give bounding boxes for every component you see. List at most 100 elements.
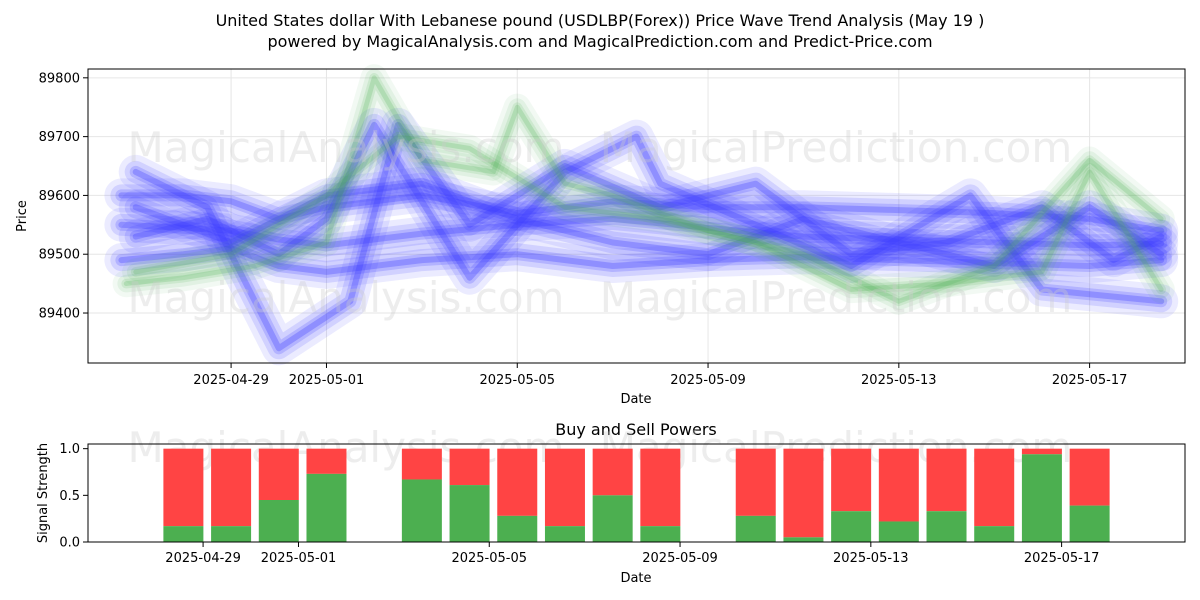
sell-bar [878, 448, 919, 522]
sell-bar [401, 448, 442, 480]
sell-bar [211, 448, 252, 527]
sell-bar [497, 448, 538, 516]
power-y-label: Signal Strength [36, 443, 51, 543]
wave-line-blue [132, 121, 1165, 305]
price-x-axis: 2025-04-29 2025-05-01 2025-05-05 2025-05-09… [193, 363, 1127, 388]
buy-bar [735, 515, 776, 542]
x-tick-label: 2025-05-01 [289, 373, 365, 388]
wave-line-blue [118, 192, 1165, 234]
x-tick-label: 2025-05-13 [861, 373, 937, 388]
sell-bar [831, 448, 872, 512]
wave-line-blue [104, 231, 1179, 289]
sell-bar [449, 448, 490, 486]
wave-line-blue [104, 201, 1179, 263]
power-y-axis: 0.0 0.5 1.0 [59, 442, 88, 551]
sell-bar [1021, 448, 1062, 455]
power-x-axis: 2025-04-29 2025-05-01 2025-05-05 2025-05-09… [165, 542, 1099, 566]
buy-bar [497, 515, 538, 542]
x-tick-label: 2025-05-05 [451, 551, 527, 566]
x-tick-label: 2025-04-29 [193, 373, 269, 388]
wave-line-blue [132, 180, 1165, 269]
y-tick-label: 89600 [39, 189, 80, 204]
wave-line-blue [118, 166, 1179, 283]
wave-line-blue [129, 177, 1168, 272]
y-tick-label: 89500 [39, 248, 80, 263]
wave-line-blue [118, 107, 1179, 319]
y-tick-label: 0.0 [59, 536, 80, 551]
x-tick-label: 2025-05-17 [1052, 373, 1128, 388]
wave-line-blue [115, 212, 1168, 252]
price-grid [88, 69, 1185, 363]
price-watermarks: MagicalAnalysis.com MagicalPrediction.co… [128, 123, 1073, 322]
sell-bar [1069, 448, 1110, 506]
x-tick-label: 2025-05-05 [479, 373, 555, 388]
sell-bar [640, 448, 681, 527]
sell-bar [783, 448, 824, 538]
watermark: MagicalAnalysis.com [128, 273, 565, 322]
buy-bar [878, 521, 919, 542]
y-tick-label: 89400 [39, 307, 80, 322]
x-tick-label: 2025-05-01 [261, 551, 337, 566]
wave-line-green [121, 73, 1166, 307]
buy-bar [163, 526, 204, 542]
buy-bar [926, 511, 967, 542]
x-tick-label: 2025-05-13 [833, 551, 909, 566]
figure-title: United States dollar With Lebanese pound… [216, 11, 985, 30]
wave-line-green [122, 123, 1175, 304]
wave-line-blue [115, 189, 1168, 237]
buy-bar [640, 526, 681, 542]
x-tick-label: 2025-05-17 [1024, 551, 1100, 566]
watermark: MagicalAnalysis.com [128, 123, 565, 172]
price-y-axis: 89400 89500 89600 89700 89800 [39, 71, 88, 322]
wave-line-blue [124, 113, 1173, 360]
power-title: Buy and Sell Powers [555, 420, 717, 439]
buy-bar [401, 479, 442, 542]
buy-bar [592, 495, 633, 542]
wave-line-blue [132, 121, 1165, 352]
buy-bar [544, 526, 585, 542]
power-panel: Buy and Sell Powers MagicalAnalysis.com … [36, 420, 1186, 586]
figure-subtitle: powered by MagicalAnalysis.com and Magic… [267, 32, 932, 51]
y-tick-label: 89800 [39, 71, 80, 86]
price-x-label: Date [620, 392, 651, 407]
wave-line-blue [110, 237, 1173, 283]
wave-line-blue [129, 118, 1168, 308]
buy-bar [974, 526, 1015, 542]
wave-line-blue [104, 178, 1179, 248]
buy-bar [1021, 454, 1062, 542]
price-panel: MagicalAnalysis.com MagicalPrediction.co… [15, 64, 1186, 407]
wave-line-blue [118, 245, 1165, 275]
y-tick-label: 0.5 [59, 489, 80, 504]
wave-line-blue [118, 107, 1179, 366]
buy-bar [211, 526, 252, 542]
buy-bar [783, 537, 824, 542]
wave-line-green [126, 127, 1170, 299]
wave-line-green [112, 64, 1175, 315]
wave-line-blue [129, 118, 1168, 355]
wave-line-green [133, 134, 1164, 292]
sell-bar [258, 448, 299, 500]
price-plot-frame [87, 68, 1186, 364]
power-bars [163, 448, 1110, 542]
price-waves [104, 64, 1179, 366]
y-tick-label: 89700 [39, 130, 80, 145]
buy-bar [1069, 505, 1110, 542]
buy-bar [258, 500, 299, 542]
wave-line-blue [118, 215, 1165, 249]
buy-bar [449, 485, 490, 542]
sell-bar [592, 448, 633, 496]
wave-line-blue [124, 113, 1173, 313]
x-tick-label: 2025-04-29 [165, 551, 241, 566]
wave-line-blue [115, 242, 1168, 278]
x-tick-label: 2025-05-09 [642, 551, 718, 566]
wave-line-green [130, 131, 1166, 295]
buy-bar [306, 473, 347, 542]
sell-bar [735, 448, 776, 516]
watermark: MagicalPrediction.com [600, 123, 1073, 172]
sell-bar [306, 448, 347, 474]
price-y-label: Price [15, 200, 30, 232]
power-x-label: Date [620, 571, 651, 586]
y-tick-label: 1.0 [59, 442, 80, 457]
wave-line-blue [110, 184, 1173, 242]
